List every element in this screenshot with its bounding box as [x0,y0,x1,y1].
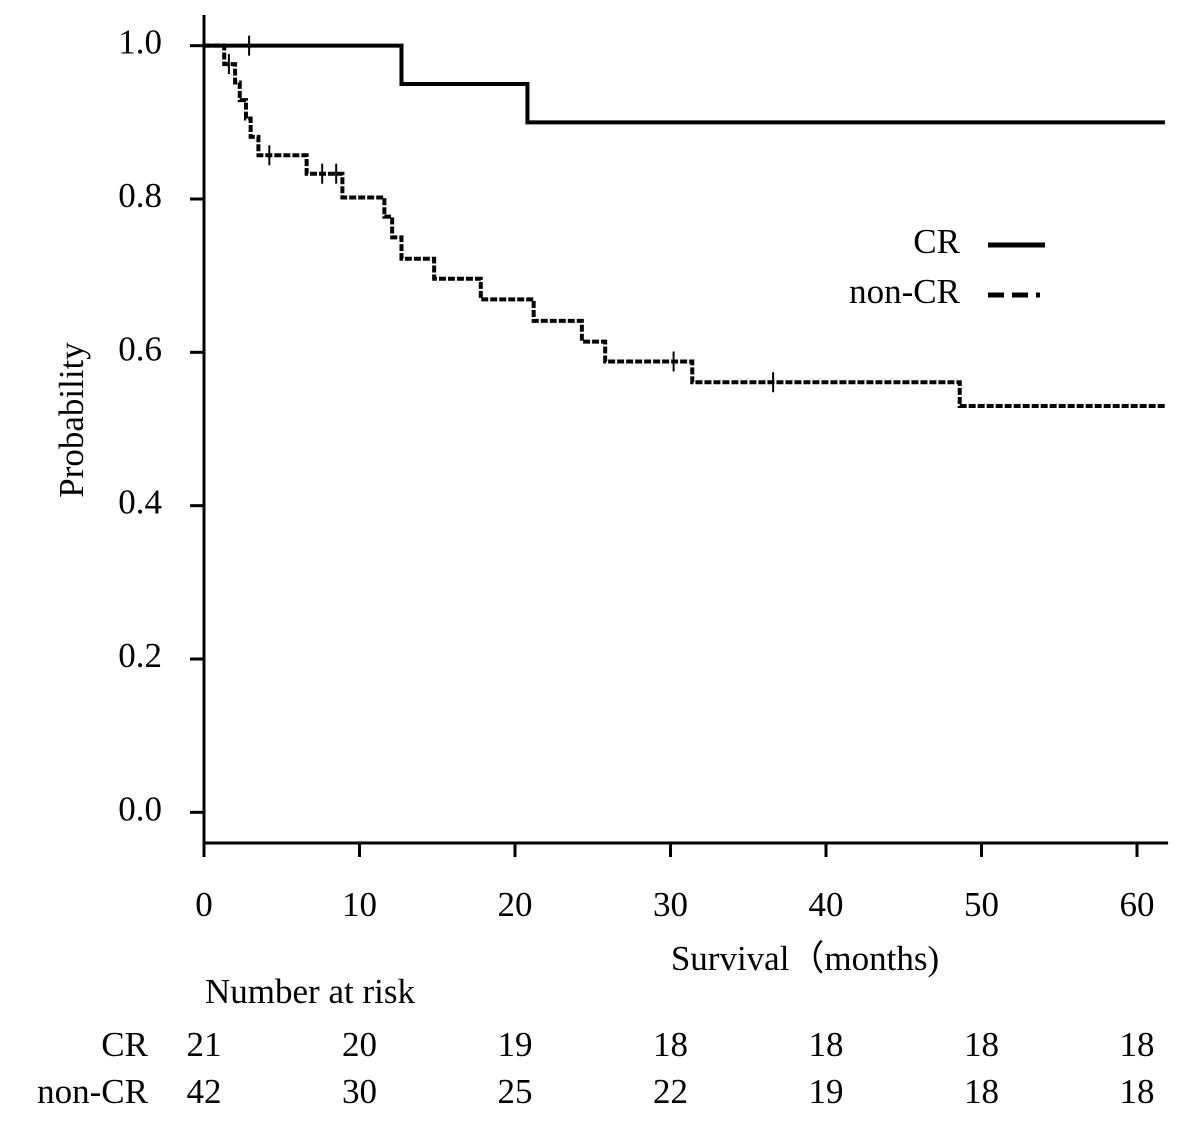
risk-value: 22 [653,1072,688,1111]
risk-row-label: CR [101,1025,148,1064]
survival-curve [204,43,1165,408]
risk-value: 20 [342,1025,377,1064]
risk-value: 18 [964,1025,999,1064]
risk-value: 19 [498,1025,533,1064]
legend-label: non-CR [849,272,961,311]
survival-curve [204,43,1165,125]
x-tick-label: 50 [964,885,999,924]
x-tick-label: 60 [1120,885,1155,924]
risk-value: 18 [1120,1025,1155,1064]
y-tick-label: 0.0 [118,789,162,828]
y-tick-label: 0.8 [118,176,162,215]
x-tick-label: 10 [342,885,377,924]
x-axis-label: Survival（months) [671,939,939,978]
risk-value: 30 [342,1072,377,1111]
x-tick-label: 30 [653,885,688,924]
risk-row-label: non-CR [37,1072,149,1111]
y-tick-label: 0.4 [118,483,162,522]
y-tick-label: 0.2 [118,636,162,675]
x-tick-label: 20 [498,885,533,924]
risk-value: 21 [187,1025,222,1064]
y-tick-label: 1.0 [118,23,162,62]
y-axis-label: Probability [52,342,91,498]
risk-value: 42 [187,1072,222,1111]
risk-value: 18 [809,1025,844,1064]
risk-value: 25 [498,1072,533,1111]
risk-table-title: Number at risk [205,972,415,1011]
legend-label: CR [913,222,960,261]
y-tick-label: 0.6 [118,329,162,368]
risk-value: 19 [809,1072,844,1111]
risk-value: 18 [653,1025,688,1064]
risk-value: 18 [964,1072,999,1111]
x-tick-label: 40 [809,885,844,924]
x-tick-label: 0 [195,885,213,924]
risk-value: 18 [1120,1072,1155,1111]
